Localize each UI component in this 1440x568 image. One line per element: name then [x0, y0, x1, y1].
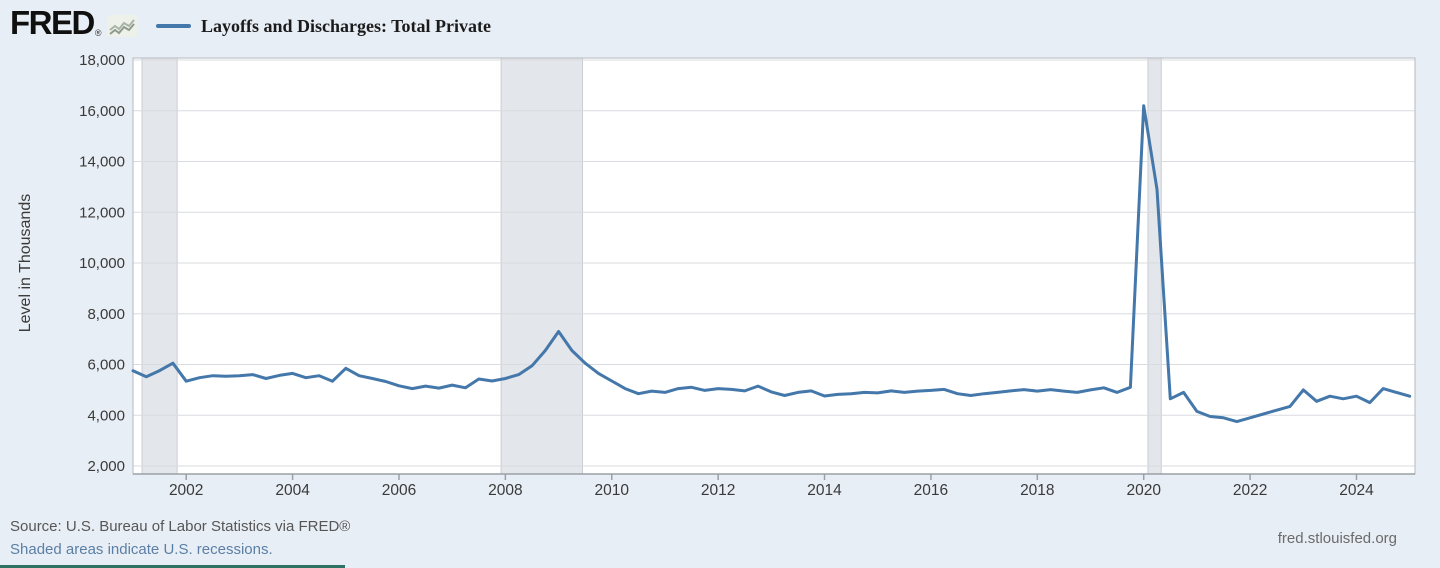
x-tick-label: 2002 — [169, 482, 203, 499]
fred-site-link[interactable]: fred.stlouisfed.org — [1277, 530, 1397, 547]
y-tick-label: 14,000 — [79, 154, 125, 171]
x-tick-label: 2014 — [807, 482, 842, 499]
chart-header: FRED ® Layoffs and Discharges: Total Pri… — [0, 0, 1440, 52]
sparkline-icon — [107, 15, 138, 37]
registered-trademark: ® — [94, 28, 102, 38]
fred-logo[interactable]: FRED ® — [10, 4, 138, 41]
series-legend: Layoffs and Discharges: Total Private — [156, 0, 491, 52]
x-tick-label: 2006 — [382, 482, 416, 499]
data-line — [131, 104, 1412, 424]
plot-background — [133, 58, 1415, 474]
x-tick-label: 2004 — [275, 482, 310, 499]
y-tick-label: 18,000 — [79, 52, 125, 69]
source-attribution: Source: U.S. Bureau of Labor Statistics … — [10, 518, 351, 535]
x-tick-label: 2020 — [1126, 482, 1161, 499]
y-tick-label: 6,000 — [87, 357, 125, 374]
y-tick-label: 4,000 — [87, 407, 125, 424]
series-legend-label: Layoffs and Discharges: Total Private — [201, 15, 491, 36]
y-axis-title: Level in Thousands — [17, 194, 34, 332]
x-tick-label: 2024 — [1339, 482, 1374, 499]
y-tick-label: 16,000 — [79, 103, 125, 120]
recession-band — [501, 58, 583, 474]
x-tick-label: 2012 — [701, 482, 735, 499]
y-tick-label: 10,000 — [79, 255, 125, 272]
fred-logo-text: FRED — [10, 4, 95, 41]
y-tick-label: 8,000 — [87, 306, 125, 323]
x-tick-label: 2018 — [1020, 482, 1054, 499]
recession-band — [1147, 58, 1162, 474]
x-tick-label: 2016 — [914, 482, 948, 499]
x-tick-label: 2008 — [488, 482, 522, 499]
x-tick-label: 2022 — [1233, 482, 1267, 499]
y-tick-label: 12,000 — [79, 204, 125, 221]
x-tick-label: 2010 — [595, 482, 630, 499]
series-line-swatch — [156, 24, 191, 28]
recession-band — [142, 58, 178, 474]
bottom-accent-bar — [0, 565, 345, 568]
y-tick-label: 2,000 — [87, 458, 125, 475]
recession-note-link[interactable]: Shaded areas indicate U.S. recessions. — [10, 541, 273, 558]
